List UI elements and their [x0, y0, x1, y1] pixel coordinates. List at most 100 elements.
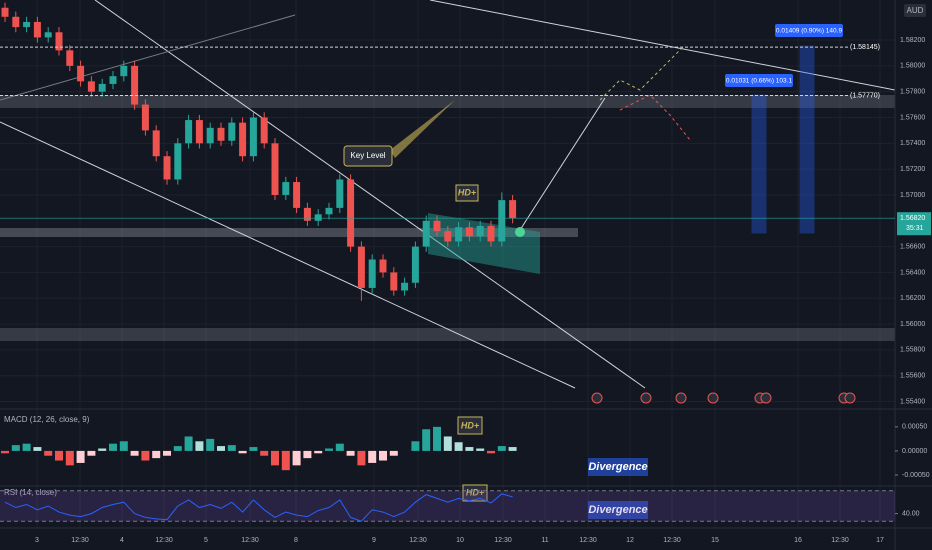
macd-bar — [357, 450, 366, 466]
callout-text: Key Level — [350, 151, 385, 160]
macd-bar — [422, 429, 431, 451]
hd-label: HD+ — [466, 487, 485, 497]
hd-box — [462, 484, 488, 502]
macd-bar — [195, 441, 204, 451]
zone — [0, 328, 895, 341]
candle-body — [325, 207, 333, 215]
macd-bar — [271, 450, 279, 466]
candle-body — [476, 225, 484, 237]
candle-body — [293, 182, 301, 208]
macd-bar — [379, 450, 387, 461]
x-tick-label: 8 — [294, 537, 298, 544]
macd-bar — [454, 442, 463, 451]
y-tick-label: 1.57800 — [900, 89, 925, 96]
divergence-label: Divergence — [588, 461, 647, 473]
candle-body — [357, 246, 365, 288]
candle-body — [185, 120, 193, 144]
candle-body — [87, 81, 95, 92]
candle-body — [206, 127, 214, 144]
rsi-title: RSI (14, close) — [4, 488, 57, 497]
candle-body — [152, 130, 160, 157]
candle-body — [98, 83, 106, 92]
hd-label: HD+ — [458, 187, 477, 197]
x-tick-label: 12 — [626, 537, 634, 544]
current-point — [515, 227, 525, 237]
projection — [599, 44, 686, 101]
event-icons — [591, 392, 856, 404]
hd-box — [457, 416, 483, 435]
candle-body — [23, 21, 31, 28]
candle-body — [498, 200, 506, 242]
trend-line — [94, 0, 646, 389]
macd-bar — [184, 436, 193, 451]
macd-bar — [346, 450, 355, 456]
callout-pointer — [390, 100, 455, 158]
macd-bar — [119, 441, 128, 451]
macd-bar — [281, 450, 290, 471]
macd-bar — [335, 443, 344, 451]
y-tick-label: 1.55600 — [900, 373, 925, 380]
measure-label: 0.01031 (0.66%) 103.1 — [726, 78, 793, 85]
x-tick-label: 4 — [120, 537, 124, 544]
macd-bar — [217, 446, 225, 451]
macd-bar — [152, 450, 161, 459]
macd-bar — [411, 441, 420, 451]
candle-body — [109, 76, 117, 84]
candle-body — [217, 127, 225, 141]
y-tick-label: 1.56200 — [900, 295, 925, 302]
hd-label: HD+ — [461, 420, 480, 430]
current-price: 1.56820 — [900, 215, 925, 222]
x-tick-label: 3 — [35, 537, 39, 544]
measure-label: 0.01409 (0.90%) 140.9 — [776, 28, 843, 35]
macd-bar — [303, 450, 312, 459]
y-tick-label: 1.55400 — [900, 398, 925, 405]
y-tick-label: 1.57000 — [900, 192, 925, 199]
x-tick-label: 12:30 — [155, 537, 173, 544]
candle-body — [411, 246, 419, 283]
y-tick-label: 1.56600 — [900, 243, 925, 250]
macd-bar — [22, 443, 31, 451]
candle-body — [12, 16, 20, 28]
macd-bar — [497, 446, 506, 451]
macd-bar — [465, 447, 474, 451]
rsi-line — [4, 493, 513, 522]
x-tick-label: 15 — [711, 537, 719, 544]
macd-bar — [249, 447, 258, 451]
candle-body — [282, 182, 290, 195]
countdown: 35:31 — [906, 225, 924, 232]
y-tick-label: 1.56000 — [900, 321, 925, 328]
zone — [0, 228, 578, 237]
macd-bar — [292, 450, 301, 466]
candle-body — [401, 282, 409, 291]
macd-tick-label: -0.00050 — [902, 472, 930, 479]
x-tick-label: 10 — [456, 537, 464, 544]
macd-bar — [1, 450, 9, 454]
candle-body — [379, 259, 387, 273]
divergence-label: Divergence — [588, 504, 647, 516]
candle-body — [239, 122, 247, 157]
x-tick-label: 11 — [541, 537, 548, 544]
macd-bar — [238, 450, 247, 454]
candle-body — [347, 179, 355, 247]
macd-bar — [11, 445, 20, 451]
candle-body — [487, 225, 495, 242]
candle-body — [368, 259, 376, 288]
x-tick-label: 12:30 — [494, 537, 512, 544]
currency: AUD — [907, 6, 924, 15]
macd-bar — [325, 448, 333, 451]
candle-body — [131, 65, 139, 105]
macd-bar — [368, 450, 377, 463]
divergence-box — [588, 501, 648, 519]
trend-line — [429, 0, 896, 91]
macd-bar — [44, 450, 53, 456]
candle-body — [33, 21, 41, 38]
candle-body — [174, 143, 182, 180]
macd-bar — [76, 450, 85, 463]
candle-body — [1, 7, 9, 17]
y-tick-label: 1.55800 — [900, 347, 925, 354]
hd-box — [455, 184, 479, 202]
candle-body — [336, 179, 344, 208]
x-tick-label: 5 — [204, 537, 208, 544]
trend-line — [0, 14, 296, 101]
candle-body — [303, 207, 311, 221]
